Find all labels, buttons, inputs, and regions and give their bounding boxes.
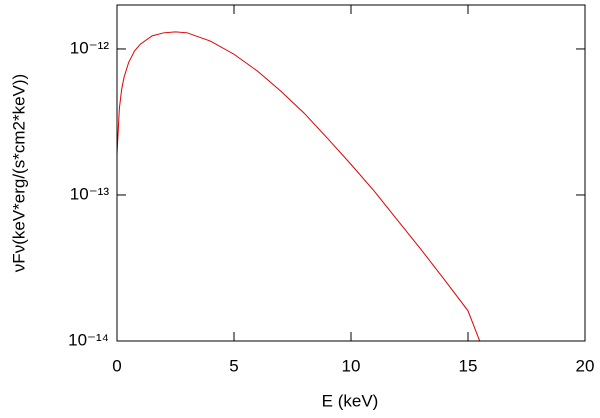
y-axis-label: νFν(keV*erg/(s*cm2*keV)) [9, 74, 28, 272]
plot-frame [116, 4, 586, 342]
y-tick-label: 10⁻¹² [70, 38, 110, 57]
y-tick-label: 10⁻¹⁴ [68, 330, 109, 349]
x-tick-label: 10 [342, 356, 361, 375]
data-line [117, 31, 481, 341]
x-tick-label: 0 [112, 356, 121, 375]
y-tick-label: 10⁻¹³ [70, 184, 110, 203]
x-tick-label: 15 [459, 356, 478, 375]
x-tick-label: 5 [229, 356, 238, 375]
x-axis-label: E (keV) [322, 391, 379, 410]
x-tick-label: 20 [576, 356, 595, 375]
